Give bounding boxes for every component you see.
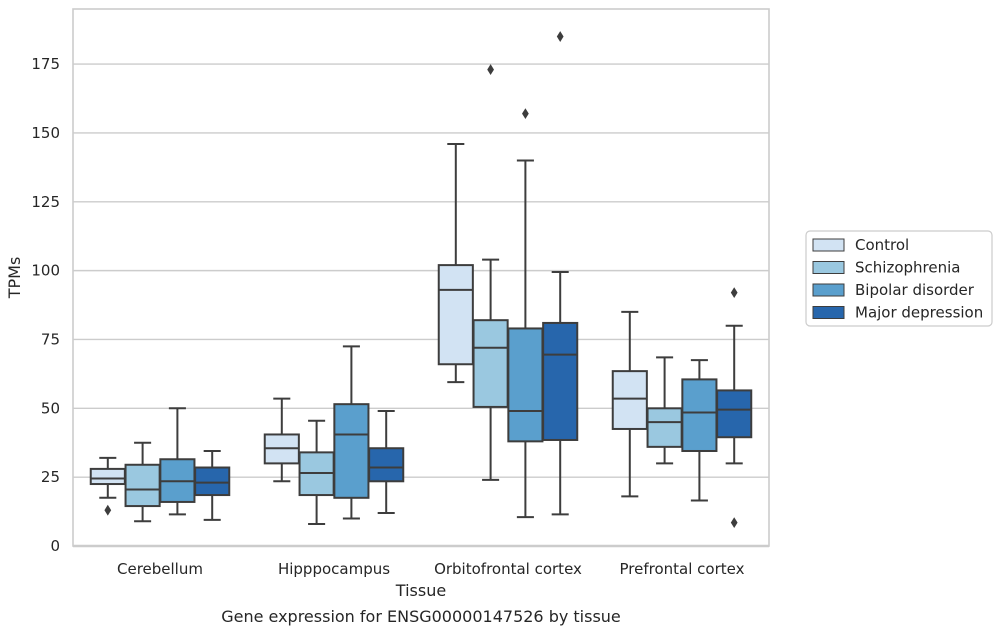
legend-item: Major depression <box>812 304 983 322</box>
box-major-depression <box>194 449 231 521</box>
iqr-box <box>124 463 161 508</box>
box-bipolar-disorder <box>507 108 544 519</box>
box-bipolar-disorder <box>333 345 370 520</box>
legend-item: Schizophrenia <box>812 259 960 277</box>
legend-swatch <box>812 306 845 319</box>
legend-label: Schizophrenia <box>855 259 960 277</box>
x-axis-label: Tissue <box>395 581 446 600</box>
outlier-point <box>522 108 529 120</box>
box-schizophrenia <box>472 64 509 481</box>
box-major-depression <box>542 31 579 516</box>
box-bipolar-disorder <box>681 359 718 502</box>
box-schizophrenia <box>124 441 161 523</box>
legend-frame <box>805 230 993 327</box>
box-major-depression <box>716 287 753 528</box>
legend-label: Control <box>855 236 909 254</box>
legend-swatch <box>812 283 845 297</box>
box-control <box>89 456 126 516</box>
y-tick-label: 150 <box>31 124 60 142</box>
iqr-box <box>681 378 718 452</box>
chart-caption: Gene expression for ENSG00000147526 by t… <box>221 607 621 626</box>
legend-item: Control <box>812 236 909 254</box>
iqr-box <box>472 319 509 408</box>
iqr-box <box>194 466 231 497</box>
legend-item: Bipolar disorder <box>812 281 975 299</box>
x-tick-labels: Cerebellum Hipppocampus Orbitofrontal cort… <box>117 560 745 578</box>
y-tick-labels: 0 25 50 75 100 125 150 175 <box>31 55 60 555</box>
y-tick-label: 125 <box>31 193 60 211</box>
iqr-box <box>368 447 405 483</box>
outlier-point <box>556 31 564 42</box>
x-tick-label: Cerebellum <box>117 560 203 578</box>
x-tick-label: Prefrontal cortex <box>620 560 745 578</box>
box-control <box>263 397 300 483</box>
outlier-point <box>487 64 494 75</box>
legend-swatch <box>812 238 845 252</box>
y-tick-label: 50 <box>41 399 60 417</box>
legend-label: Major depression <box>855 304 983 322</box>
iqr-box <box>89 467 126 486</box>
x-tick-label: Orbitofrontal cortex <box>434 560 582 578</box>
y-tick-label: 175 <box>31 55 60 73</box>
iqr-box <box>716 389 753 439</box>
y-tick-label: 100 <box>31 262 60 280</box>
outlier-point <box>104 504 112 516</box>
iqr-box <box>507 327 544 443</box>
x-tick-label: Hipppocampus <box>278 560 390 578</box>
y-axis-label: TPMs <box>5 257 24 300</box>
iqr-box <box>333 403 370 499</box>
iqr-box <box>611 370 648 430</box>
plot-frame <box>72 8 770 547</box>
y-tick-label: 0 <box>50 537 60 555</box>
box-schizophrenia <box>298 419 335 525</box>
y-tick-label: 75 <box>41 330 60 348</box>
outlier-point <box>730 517 738 528</box>
legend-label: Bipolar disorder <box>855 281 975 299</box>
iqr-box <box>646 407 683 448</box>
box-bipolar-disorder <box>159 407 196 516</box>
iqr-box <box>437 264 474 366</box>
box-groups <box>89 31 753 528</box>
box-control <box>611 310 648 498</box>
y-tick-label: 25 <box>41 468 60 486</box>
box-major-depression <box>368 410 405 514</box>
legend: Control Schizophrenia Bipolar disorder Majo… <box>805 230 993 327</box>
box-control <box>437 142 474 384</box>
outlier-point <box>730 287 738 299</box>
legend-swatch <box>812 261 845 274</box>
iqr-box <box>542 321 579 441</box>
box-schizophrenia <box>646 356 683 465</box>
